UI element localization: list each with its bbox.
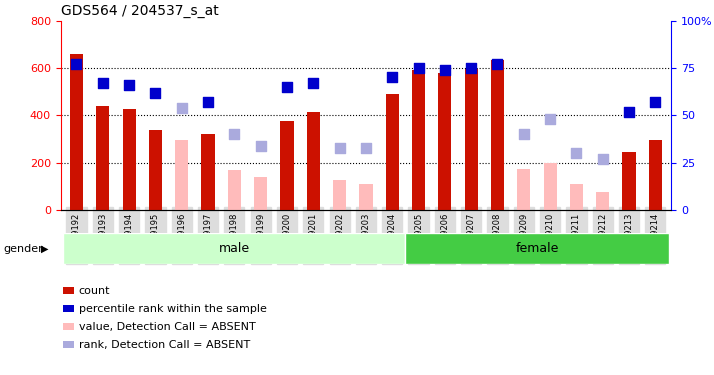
Bar	[649, 140, 662, 210]
Text: gender: gender	[4, 244, 44, 254]
Point	[623, 108, 635, 114]
Bar	[228, 170, 241, 210]
Bar	[596, 192, 609, 210]
Text: GDS564 / 204537_s_at: GDS564 / 204537_s_at	[61, 4, 218, 18]
Text: percentile rank within the sample: percentile rank within the sample	[79, 304, 266, 313]
Bar	[201, 134, 215, 210]
Text: ▶: ▶	[41, 244, 49, 254]
Bar	[570, 184, 583, 210]
Point	[650, 99, 661, 105]
Point	[386, 74, 398, 81]
Bar	[465, 69, 478, 210]
Bar	[123, 110, 136, 210]
Text: male: male	[218, 242, 250, 255]
Point	[334, 144, 346, 150]
Point	[413, 65, 424, 71]
Point	[544, 116, 555, 122]
Bar	[517, 169, 531, 210]
Text: value, Detection Call = ABSENT: value, Detection Call = ABSENT	[79, 322, 256, 332]
Bar	[307, 112, 320, 210]
Bar	[96, 106, 109, 210]
Bar	[254, 177, 267, 210]
Point	[492, 61, 503, 67]
Point	[308, 80, 319, 86]
Bar	[359, 184, 373, 210]
Point	[124, 82, 135, 88]
Bar	[149, 129, 162, 210]
Bar	[175, 140, 188, 210]
Bar	[386, 94, 399, 210]
Point	[150, 90, 161, 96]
Text: female: female	[516, 242, 558, 255]
Bar	[438, 73, 451, 210]
Bar	[412, 70, 425, 210]
Point	[97, 80, 109, 86]
Bar	[623, 152, 635, 210]
Point	[228, 131, 240, 137]
Point	[360, 144, 371, 150]
Point	[597, 156, 608, 162]
Bar	[64, 233, 406, 264]
Point	[202, 99, 213, 105]
Point	[466, 65, 477, 71]
Point	[439, 67, 451, 73]
Bar	[333, 180, 346, 210]
Point	[255, 142, 266, 148]
Text: count: count	[79, 286, 110, 296]
Point	[71, 61, 82, 67]
Bar	[281, 121, 293, 210]
Bar	[491, 60, 504, 210]
Point	[570, 150, 582, 156]
Bar	[543, 163, 557, 210]
Text: rank, Detection Call = ABSENT: rank, Detection Call = ABSENT	[79, 340, 250, 350]
Bar	[70, 54, 83, 210]
Point	[518, 131, 530, 137]
Bar	[406, 233, 668, 264]
Point	[281, 84, 293, 90]
Point	[176, 105, 188, 111]
